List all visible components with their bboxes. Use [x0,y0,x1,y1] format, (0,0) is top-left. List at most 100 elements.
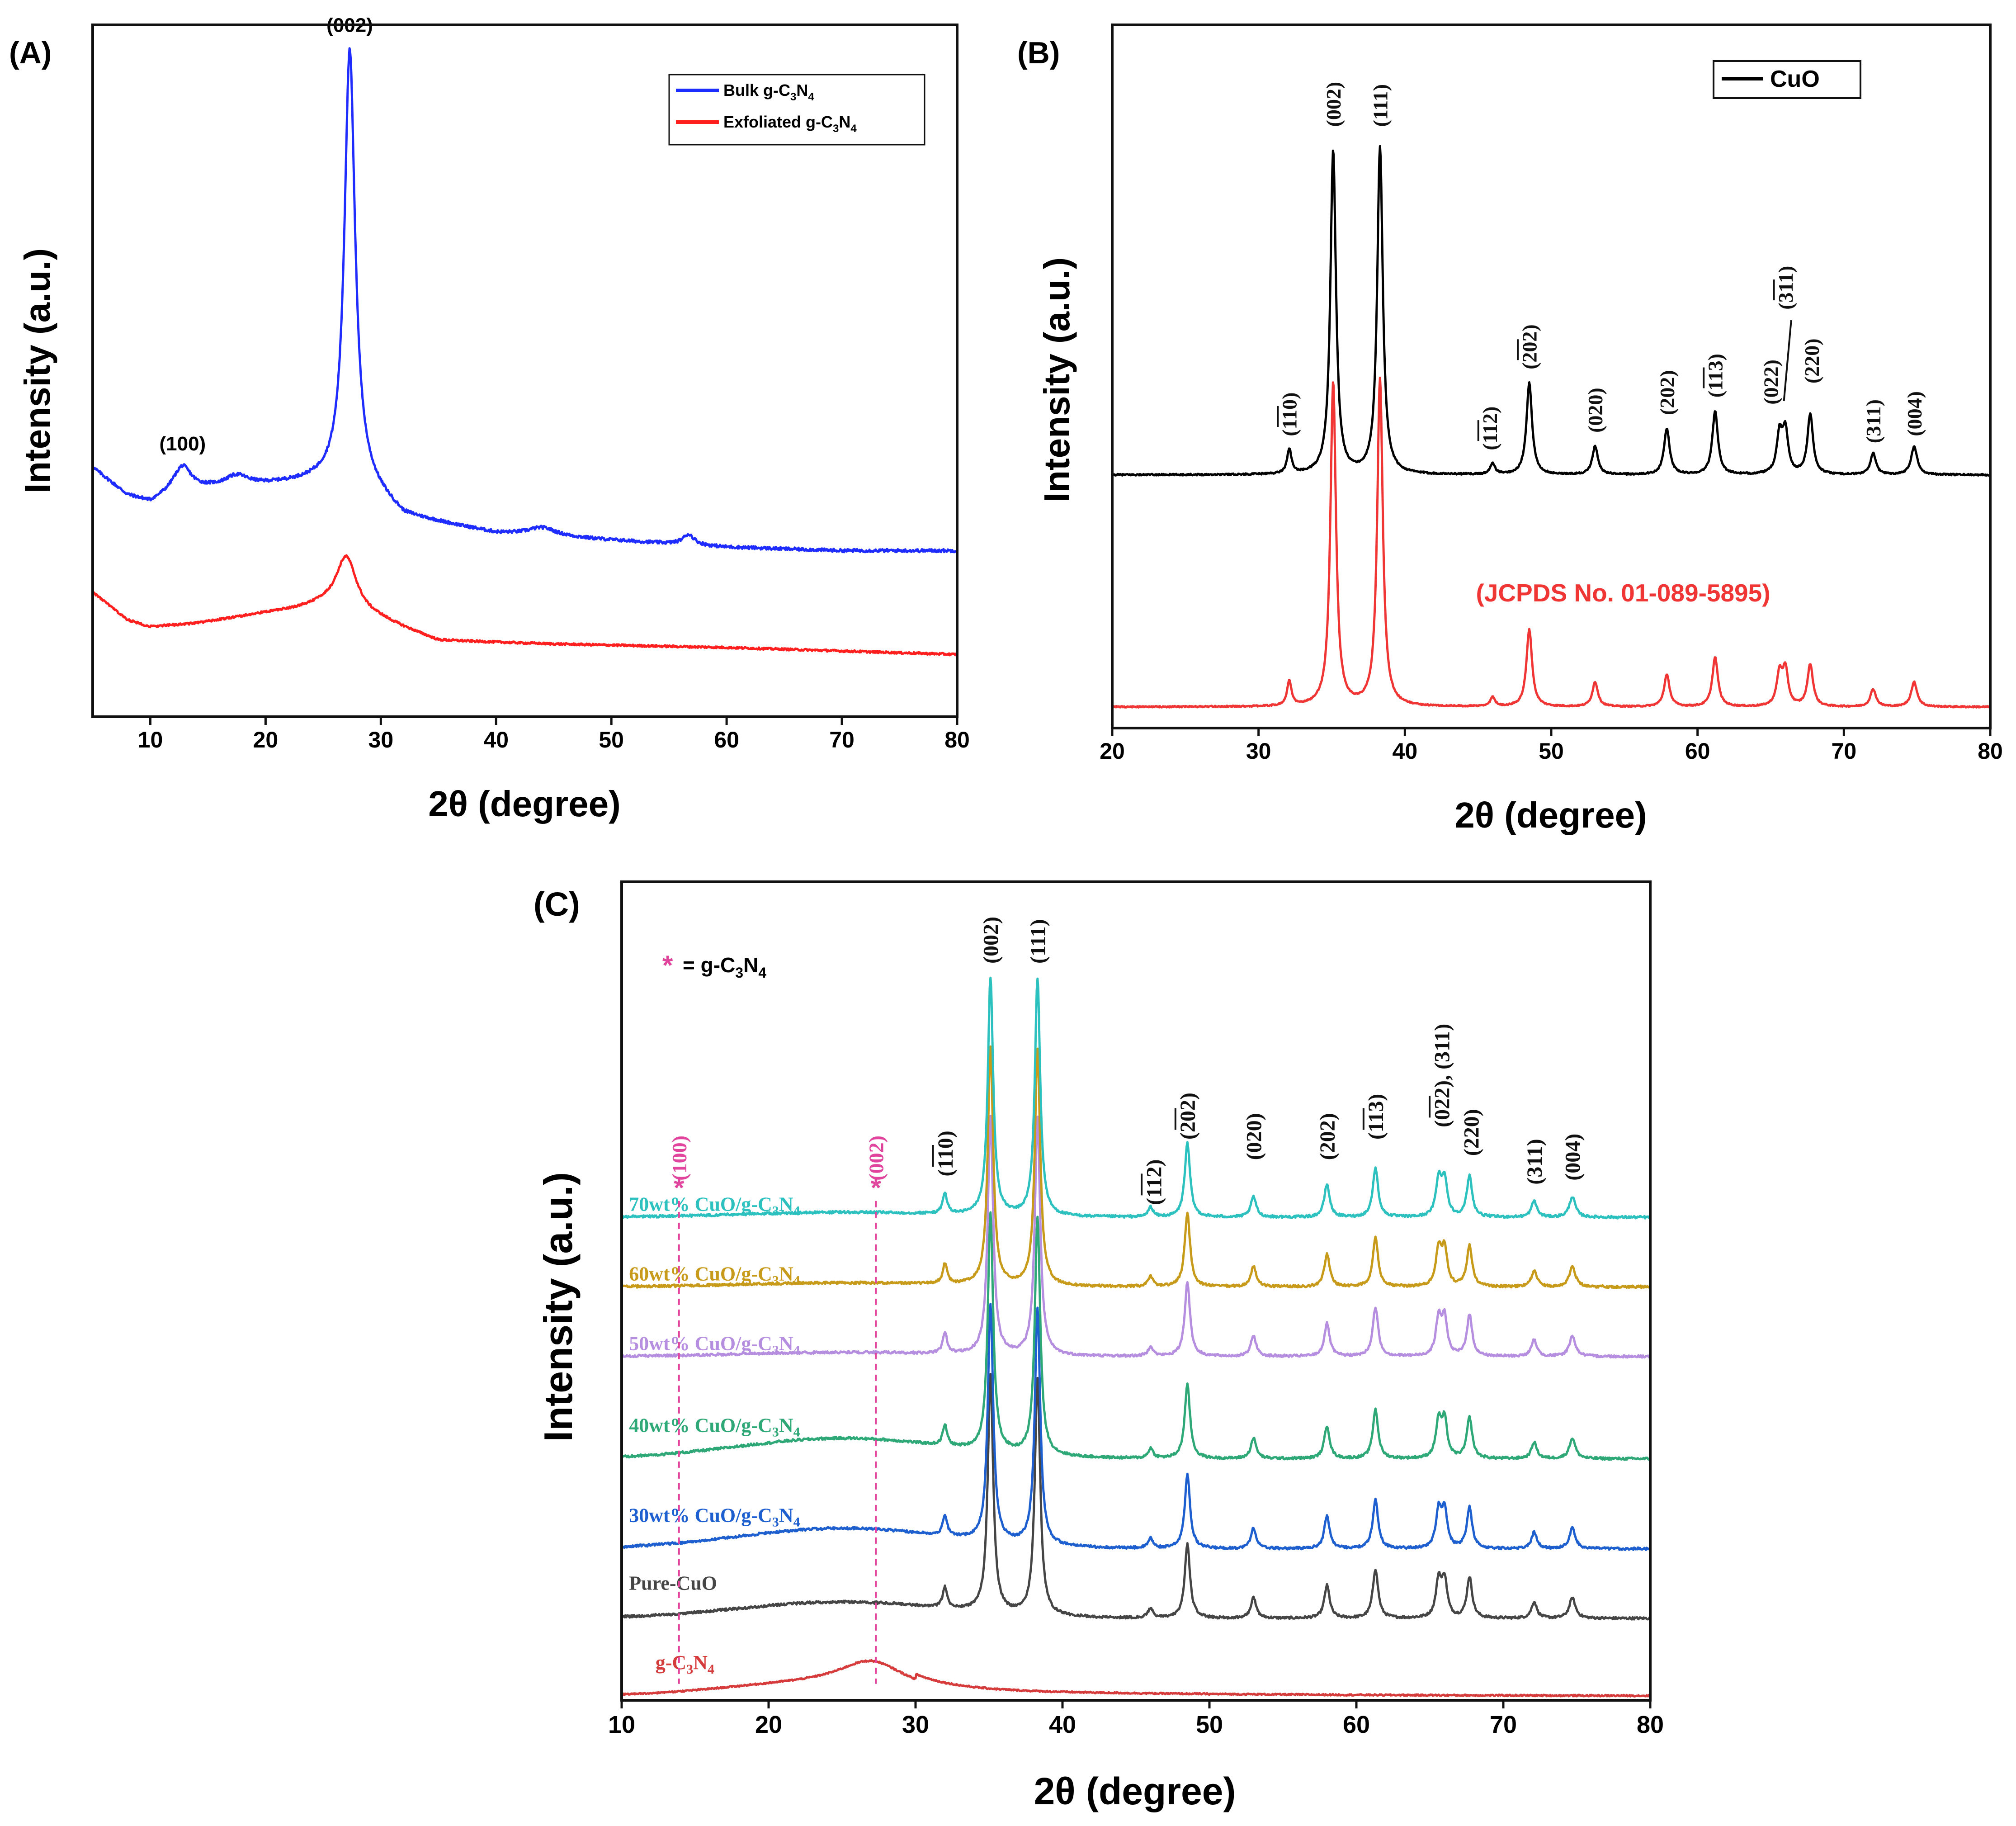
panel-b-peak-label-2: (111) [1369,84,1392,127]
panel-a-x-tick-label-60: 60 [714,727,739,752]
panel-b-label: (B) [1017,36,1060,70]
series-c70-line [621,976,1651,1220]
panel-b-peak-label-0: (110) [1278,393,1301,436]
panel-c-peak-label-10: (311) [1523,1139,1547,1184]
panel-b-y-axis-title: Intensity (a.u.) [1037,257,1077,502]
panel-a-x-tick-label-50: 50 [599,727,624,752]
panel-c-peak-label-9: (220) [1459,1109,1483,1156]
panel-b-legend: CuO [1713,60,1861,99]
series-exfoliated-line [92,554,958,657]
panel-a-y-axis-title: Intensity (a.u.) [17,248,57,493]
series-cuo-line [1111,145,1992,477]
jcpds-reference-label: (JCPDS No. 01-089-5895) [1476,579,1770,607]
series-c50-line [620,1115,1651,1359]
gcn-marker-label-1: (002) [864,1135,888,1181]
panel-a: (A) (100)(002) 10 20 30 40 50 60 70 80 2θ (degr… [9,14,970,824]
panel-c-peak-label-5: (020) [1242,1113,1266,1160]
series-label-pure: Pure-CuO [629,1572,717,1594]
panel-c-peak-label-1: (002) [979,917,1003,964]
panel-b-peak-labels: (110) (002) (111) (112) (202) (020) (202) (113)… [1277,82,1926,450]
panel-b-peak-label-4: (202) [1518,324,1541,369]
panel-a-peak-label-0: (100) [159,433,206,455]
series-label-c40: 40wt% CuO/g-C3N4 [629,1414,800,1439]
panel-a-x-tick-label-20: 20 [253,727,279,752]
panel-a-x-tick-label-10: 10 [138,727,163,752]
panel-c-x-axis-title: 2θ (degree) [1034,1770,1236,1812]
panel-b-x-axis-title: 2θ (degree) [1454,795,1647,835]
panel-c-label: (C) [534,885,580,923]
panel-b-plot [1111,145,1992,709]
panel-c: (C) 70wt% CuO/g-C3N4 60wt% CuO/g-C3N4 50wt… [534,880,1664,1812]
panel-b-x-tick-label-30: 30 [1246,738,1271,764]
panel-c-peak-labels: (110) (002) (111) (112) (202) (020) (202) (113)… [932,917,1585,1205]
panel-a-legend: Bulk g-C3N4 Exfoliated g-C3N4 [668,74,925,146]
panel-c-peak-label-3: (112) [1142,1159,1166,1205]
panel-c-x-tick-label-50: 50 [1196,1711,1223,1738]
panel-b-peak-label-1: (002) [1322,82,1345,127]
panel-b-x-tick-label-50: 50 [1539,738,1564,764]
panel-b-peak-label-10: (220) [1800,338,1823,383]
panel-c-peak-label-4: (202) [1176,1093,1200,1140]
panel-b-peak-label-12: (004) [1903,391,1926,436]
panel-c-peak-label-6: (202) [1316,1113,1340,1160]
panel-c-peak-label-0: (110) [934,1131,958,1176]
series-c40-line [621,1211,1651,1461]
series-bulk-line [91,47,958,553]
panel-a-x-tick-label-30: 30 [368,727,394,752]
panel-b-x-tick-label-80: 80 [1978,738,2003,764]
panel-b-peak-label-3: (112) [1478,407,1501,450]
series-jcpds-line [1111,376,1991,709]
panel-b: (B) 20 30 40 50 60 70 80 2θ (degree) Intensity… [1017,24,2003,835]
panel-b-x-tick-label-40: 40 [1393,738,1418,764]
panel-b-x-axis: 20 30 40 50 60 70 80 [1100,728,2003,764]
panel-c-x-tick-label-70: 70 [1490,1711,1517,1738]
panel-c-peak-label-11: (004) [1561,1134,1585,1181]
panel-c-x-tick-label-30: 30 [902,1711,929,1738]
panel-a-frame [91,24,958,718]
panel-a-x-tick-label-70: 70 [829,727,855,752]
panel-b-peak-label-9: (311) [1774,266,1797,310]
gcn-marker-star-icon-1: * [871,1173,882,1203]
panel-b-peak-label-6: (202) [1656,370,1679,415]
series-label-gcn: g-C3N4 [656,1651,714,1677]
panel-a-x-tick-label-40: 40 [483,727,509,752]
series-label-c60: 60wt% CuO/g-C3N4 [629,1263,800,1288]
panel-c-x-tick-label-20: 20 [755,1711,782,1738]
panel-a-legend-box [668,74,925,146]
panel-c-peak-label-8: (022), (311) [1430,1024,1454,1127]
panel-a-label: (A) [9,36,52,70]
legend-bulk-label: Bulk g-C3N4 [723,81,814,103]
panel-c-legend-note: * = g-C3N4 [662,950,766,981]
panel-b-peak-label-11: (311) [1862,399,1885,443]
panel-c-peak-label-7: (113) [1364,1094,1388,1140]
panel-c-y-axis-title: Intensity (a.u.) [536,1172,581,1442]
panel-c-x-axis: 10 20 30 40 50 60 70 80 [608,1700,1664,1738]
series-gcn-line [621,1659,1651,1698]
legend-exfoliated-label: Exfoliated g-C3N4 [723,113,857,135]
legend-star-icon: * [662,950,673,980]
panel-b-peak-label-8: (022) [1760,360,1783,405]
series-label-c30: 30wt% CuO/g-C3N4 [629,1504,800,1529]
series-label-c50: 50wt% CuO/g-C3N4 [629,1332,800,1358]
panel-b-x-tick-label-60: 60 [1685,738,1710,764]
series-c60-line [620,1045,1651,1289]
panel-c-x-tick-label-60: 60 [1343,1711,1370,1738]
series-c30-line [621,1303,1651,1551]
panel-b-peak-label-7: (113) [1704,354,1727,397]
panel-a-x-axis: 10 20 30 40 50 60 70 80 [138,717,970,752]
panel-c-x-tick-label-10: 10 [608,1711,635,1738]
series-pure-line [621,1373,1652,1621]
panel-a-x-axis-title: 2θ (degree) [428,784,621,824]
panel-c-frame [620,880,1652,1702]
panel-c-x-tick-label-40: 40 [1049,1711,1076,1738]
panel-b-peak-label-5: (020) [1584,388,1607,433]
panel-a-plot: (100)(002) [91,14,958,657]
panel-c-peak-label-2: (111) [1026,919,1050,964]
panel-b-peak-connector [1783,320,1792,402]
legend-cuo-label: CuO [1770,66,1820,92]
panel-b-x-tick-label-70: 70 [1832,738,1857,764]
panel-c-plot: 70wt% CuO/g-C3N4 60wt% CuO/g-C3N4 50wt% Cu… [620,976,1652,1698]
panel-b-x-tick-label-20: 20 [1100,738,1125,764]
